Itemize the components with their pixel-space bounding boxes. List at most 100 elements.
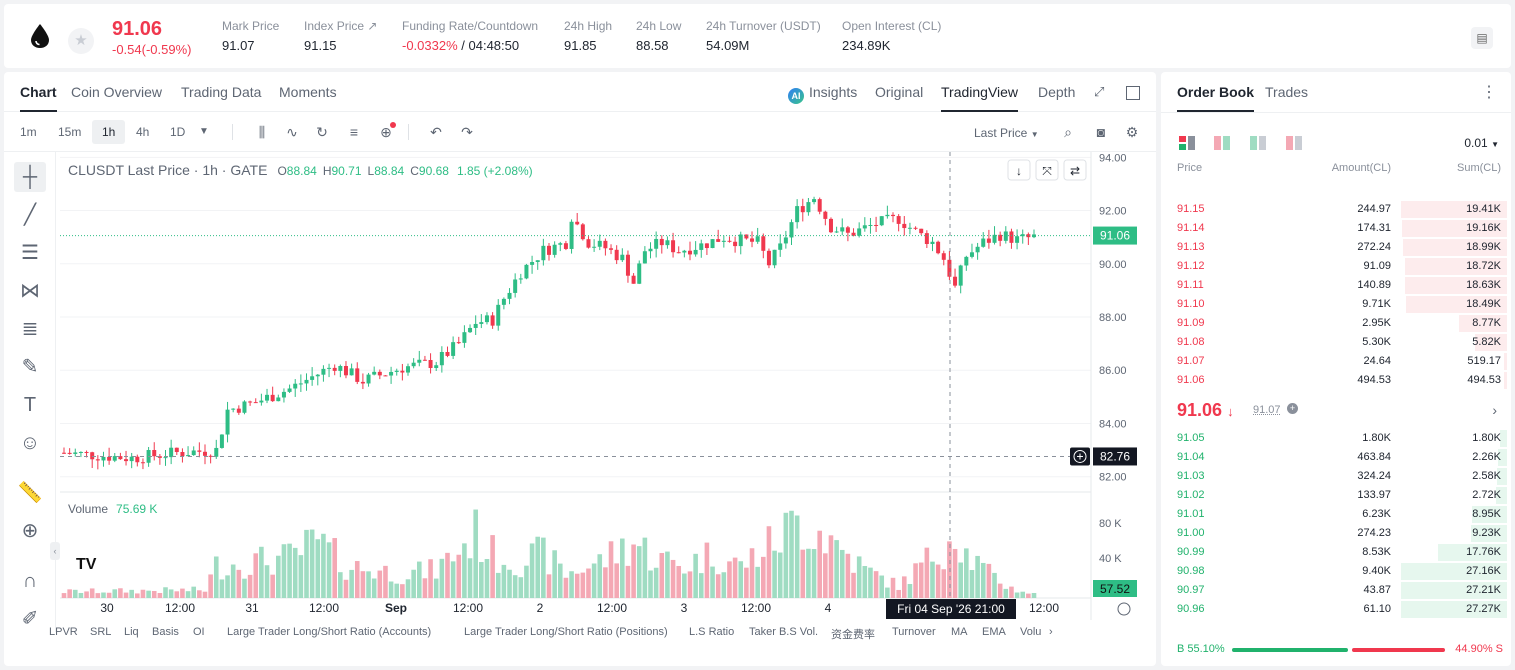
indicator-liq[interactable]: Liq [124, 626, 139, 638]
indicator-lpvr[interactable]: LPVR [49, 626, 78, 638]
indicator-ltlsr-accounts[interactable]: Large Trader Long/Short Ratio (Accounts) [227, 626, 432, 638]
chevron-right-icon[interactable]: › [1492, 402, 1497, 418]
favorite-star-icon[interactable]: ★ [68, 28, 94, 54]
candle [953, 276, 958, 286]
indicator-ltlsr-positions[interactable]: Large Trader Long/Short Ratio (Positions… [464, 626, 668, 638]
redo-icon[interactable]: ↷ [461, 124, 473, 140]
indicator-ls-ratio[interactable]: L.S Ratio [689, 626, 735, 638]
book-icon[interactable]: ▤ [1471, 27, 1493, 49]
tab-insights[interactable]: AI Insights [788, 84, 857, 104]
indicator-srl[interactable]: SRL [90, 626, 112, 638]
magnet-icon[interactable]: ∩ [22, 570, 38, 592]
view-bids-asks-icon[interactable] [1214, 136, 1230, 150]
timeframe-1h[interactable]: 1h [92, 120, 126, 144]
swap-icon[interactable] [1063, 159, 1087, 181]
tab-original[interactable]: Original [875, 84, 924, 100]
replay-icon[interactable]: ↻ [316, 124, 328, 140]
ask-row[interactable]: 91.09 2.95K 8.77K [1161, 314, 1511, 333]
scroll-down-icon[interactable] [1007, 159, 1031, 181]
brush-icon[interactable]: ✎ [21, 356, 39, 378]
bid-row[interactable]: 90.99 8.53K 17.76K [1161, 543, 1511, 562]
indicator-ema[interactable]: EMA [982, 626, 1006, 638]
indicator-basis[interactable]: Basis [152, 626, 179, 638]
bid-row[interactable]: 91.01 6.23K 8.95K [1161, 505, 1511, 524]
ask-row[interactable]: 91.07 24.64 519.17 [1161, 352, 1511, 371]
pencil-lock-icon[interactable]: ✐ [21, 608, 39, 630]
tab-depth[interactable]: Depth [1038, 84, 1076, 100]
timeframe-1d[interactable]: 1D [170, 125, 186, 139]
settings-icon[interactable] [1117, 602, 1131, 616]
bid-row[interactable]: 91.02 133.97 2.72K [1161, 486, 1511, 505]
indicator-taker-vol[interactable]: Taker B.S Vol. [749, 626, 819, 638]
expand-icon[interactable]: ⤢ [1094, 84, 1105, 99]
ask-row[interactable]: 91.11 140.89 18.63K [1161, 276, 1511, 295]
collapse-sidebar-icon[interactable]: ‹ [50, 542, 60, 560]
indicator-ma[interactable]: MA [951, 626, 968, 638]
tab-trades[interactable]: Trades [1265, 84, 1309, 100]
tab-chart[interactable]: Chart [20, 84, 57, 112]
price-chart[interactable]: 94.00 92.00 90.00 88.00 86.00 84.00 82.00 80 K 4… [4, 72, 1156, 620]
fib-icon[interactable]: ≣ [21, 318, 39, 340]
volume-bar [405, 579, 411, 598]
timeframe-15m[interactable]: 15m [58, 125, 82, 139]
horizontal-lines-icon[interactable]: ☰ [21, 242, 39, 264]
candle-type-icon[interactable]: ⫼ [258, 124, 266, 140]
undo-icon[interactable]: ↶ [430, 124, 442, 140]
indicators-icon[interactable]: ∿ [286, 124, 298, 140]
ask-row[interactable]: 91.13 272.24 18.99K [1161, 238, 1511, 257]
bid-row[interactable]: 90.96 61.10 27.27K [1161, 600, 1511, 619]
timeframe-1m[interactable]: 1m [20, 125, 37, 139]
add-indicator-icon[interactable]: ⊕ [380, 124, 392, 140]
ruler-icon[interactable]: 📏 [17, 482, 43, 504]
crosshair-icon[interactable]: ┼ [14, 162, 46, 192]
bid-row[interactable]: 91.05 1.80K 1.80K [1161, 429, 1511, 448]
bid-row[interactable]: 90.97 43.87 27.21K [1161, 581, 1511, 600]
volume-bar [665, 551, 670, 598]
view-both-icon[interactable] [1179, 136, 1195, 150]
volume-bar [524, 565, 529, 598]
search-icon[interactable]: ⌕ [1064, 124, 1072, 140]
ask-row[interactable]: 91.06 494.53 494.53 [1161, 371, 1511, 390]
timeframe-4h[interactable]: 4h [136, 125, 150, 139]
stat-index-price[interactable]: Index Price ↗ 91.15 [304, 19, 378, 53]
trendline-icon[interactable]: ╱ [23, 204, 37, 226]
ask-row[interactable]: 91.15 244.97 19.41K [1161, 200, 1511, 219]
indicator-volume[interactable]: Volu [1020, 626, 1042, 638]
last-price-select[interactable]: Last Price ▼ [974, 126, 1039, 140]
camera-icon[interactable]: ◙ [1096, 124, 1106, 140]
indicator-oi[interactable]: OI [193, 626, 205, 638]
tab-trading-data[interactable]: Trading Data [181, 84, 262, 100]
window-icon[interactable] [1126, 86, 1140, 100]
pattern-icon[interactable]: ⋈ [20, 280, 40, 302]
bid-row[interactable]: 91.03 324.24 2.58K [1161, 467, 1511, 486]
tab-tradingview[interactable]: TradingView [941, 84, 1019, 112]
text-tool-icon[interactable]: T [23, 394, 37, 416]
template-icon[interactable]: ≡ [349, 124, 359, 140]
bid-row[interactable]: 90.98 9.40K 27.16K [1161, 562, 1511, 581]
volume-bar [213, 556, 219, 598]
chevron-down-icon[interactable]: ▼ [199, 126, 209, 137]
bid-row[interactable]: 91.04 463.84 2.26K [1161, 448, 1511, 467]
emoji-icon[interactable]: ☺ [19, 432, 41, 454]
bid-row[interactable]: 91.00 274.23 9.23K [1161, 524, 1511, 543]
indicator-funding[interactable]: 资金费率 [831, 629, 875, 641]
tab-order-book[interactable]: Order Book [1177, 84, 1255, 112]
tab-moments[interactable]: Moments [279, 84, 337, 100]
zoom-in-icon[interactable]: ⊕ [21, 520, 39, 542]
more-icon[interactable]: ⋮ [1481, 84, 1497, 101]
chevron-right-icon[interactable]: › [1049, 626, 1053, 638]
collapse-icon[interactable] [1035, 159, 1059, 181]
view-asks-icon[interactable] [1286, 136, 1302, 150]
depth-bar [1471, 525, 1507, 542]
ask-row[interactable]: 91.14 174.31 19.16K [1161, 219, 1511, 238]
ask-row[interactable]: 91.08 5.30K 5.82K [1161, 333, 1511, 352]
info-icon[interactable]: + [1287, 403, 1298, 414]
ask-row[interactable]: 91.10 9.71K 18.49K [1161, 295, 1511, 314]
gear-icon[interactable]: ⚙ [1125, 124, 1139, 140]
view-bids-icon[interactable] [1250, 136, 1266, 150]
tab-coin-overview[interactable]: Coin Overview [71, 84, 163, 100]
tick-size-select[interactable]: 0.01 ▼ [1464, 136, 1499, 150]
volume-bar [450, 561, 456, 598]
ask-row[interactable]: 91.12 91.09 18.72K [1161, 257, 1511, 276]
indicator-turnover[interactable]: Turnover [892, 626, 936, 638]
